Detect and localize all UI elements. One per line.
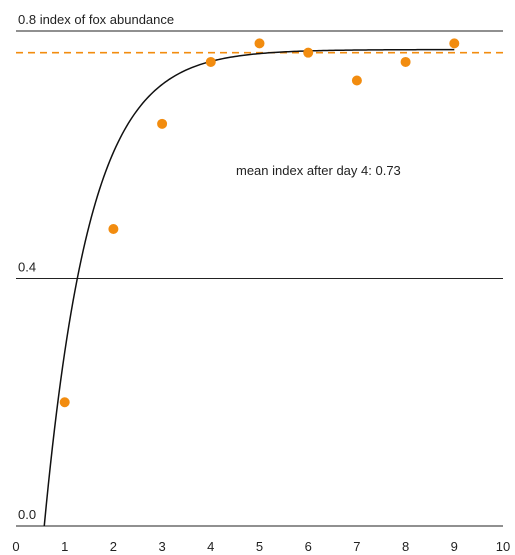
x-tick-label: 0 xyxy=(12,539,19,554)
x-tick-label: 8 xyxy=(402,539,409,554)
data-point xyxy=(108,224,119,234)
data-points xyxy=(59,38,460,408)
data-point xyxy=(351,75,362,86)
fit-curve-layer xyxy=(43,48,455,527)
x-tick-label: 7 xyxy=(353,539,360,554)
data-point xyxy=(303,47,314,58)
data-point xyxy=(157,118,168,129)
x-tick-label: 9 xyxy=(451,539,458,554)
x-tick-label: 10 xyxy=(496,539,510,554)
gridlines xyxy=(16,30,503,527)
y-tick-labels: 0.0 0.4 0.8 index of fox abundance xyxy=(18,12,174,522)
data-point xyxy=(254,38,265,49)
y-tick-label: 0.4 xyxy=(18,260,36,275)
y-axis-title: index of fox abundance xyxy=(36,12,174,27)
data-point xyxy=(205,56,216,67)
annotation-label: mean index after day 4: 0.73 xyxy=(236,163,401,178)
x-tick-labels: 0 1 2 3 4 5 6 7 8 9 10 xyxy=(12,539,510,554)
data-point xyxy=(400,56,411,67)
x-tick-label: 2 xyxy=(110,539,117,554)
x-tick-label: 5 xyxy=(256,539,263,554)
fit-curve xyxy=(43,48,455,527)
data-point xyxy=(59,397,70,408)
x-tick-label: 3 xyxy=(158,539,165,554)
y-tick-label: 0.8 index of fox abundance xyxy=(18,12,174,27)
x-tick-label: 6 xyxy=(305,539,312,554)
x-tick-label: 1 xyxy=(61,539,68,554)
x-tick-label: 4 xyxy=(207,539,214,554)
data-point xyxy=(449,38,460,49)
y-tick-label: 0.0 xyxy=(18,507,36,522)
